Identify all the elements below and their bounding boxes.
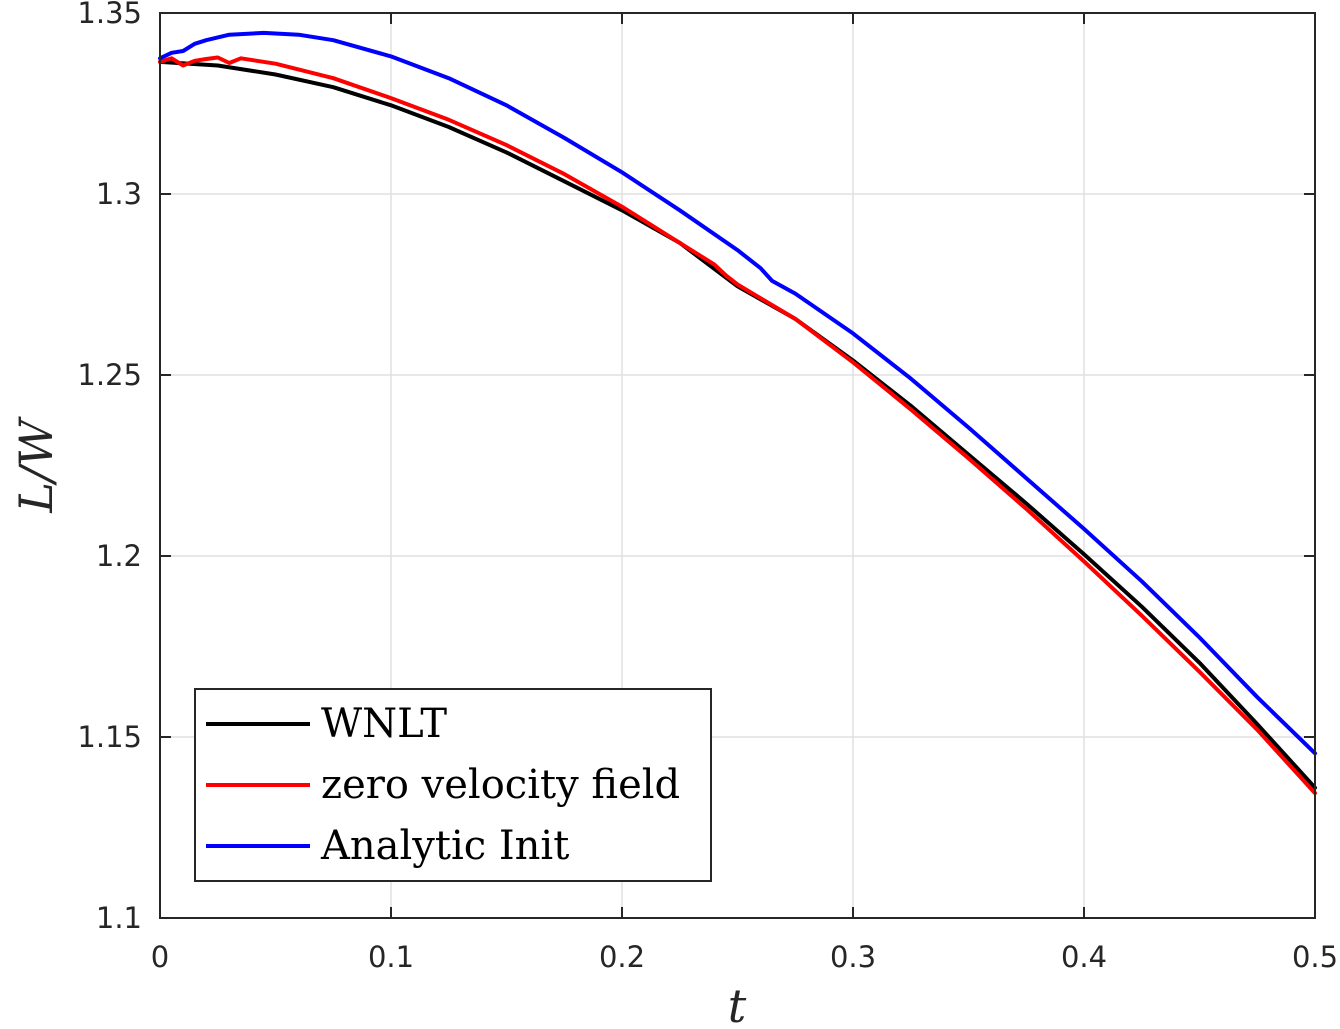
axes-box	[159, 12, 1316, 919]
y-tick-labels: 1.1 1.15 1.2 1.25 1.3 1.35	[77, 0, 142, 935]
series-line-zero-velocity-field	[158, 55, 1317, 796]
y-tick-label: 1.3	[96, 177, 142, 211]
legend-label-analytic-init: Analytic Init	[320, 823, 569, 869]
x-tick-label: 0.1	[368, 940, 414, 974]
series-lines	[158, 30, 1317, 796]
y-tick-label: 1.2	[96, 539, 142, 573]
y-tick-label: 1.15	[77, 720, 142, 754]
legend-label-wnlt: WNLT	[321, 701, 447, 747]
series-line-analytic-init	[158, 30, 1317, 756]
legend: WNLT zero velocity field Analytic Init	[194, 688, 712, 882]
x-axis-label: t	[728, 979, 747, 1029]
y-tick-label: 1.35	[77, 0, 142, 30]
x-tick-label: 0	[151, 940, 169, 974]
y-tick-label: 1.1	[96, 901, 142, 935]
legend-label-zero-velocity: zero velocity field	[321, 762, 680, 808]
y-tick-label: 1.25	[77, 358, 142, 392]
x-tick-label: 0.5	[1292, 940, 1338, 974]
y-axis-label: L/W	[9, 416, 63, 514]
x-tick-labels: 0 0.1 0.2 0.3 0.4 0.5	[151, 940, 1338, 974]
x-tick-label: 0.4	[1061, 940, 1107, 974]
x-tick-label: 0.2	[599, 940, 645, 974]
axis-ticks	[159, 12, 1316, 919]
x-tick-label: 0.3	[830, 940, 876, 974]
